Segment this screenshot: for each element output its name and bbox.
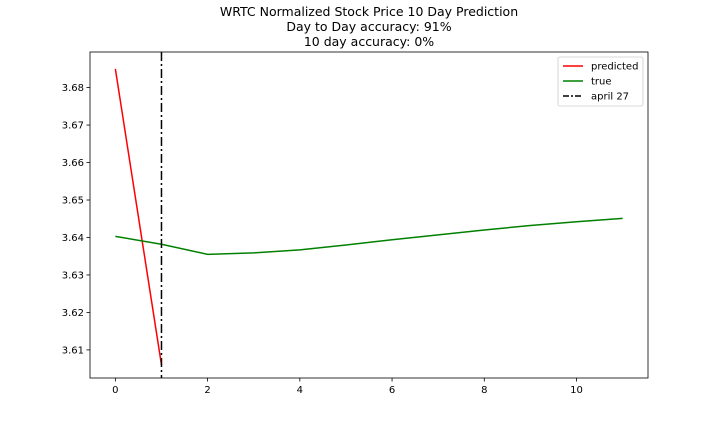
y-tick-label: 3.68 bbox=[62, 83, 84, 94]
y-tick-label: 3.66 bbox=[62, 158, 84, 169]
series-line-true bbox=[115, 217, 623, 256]
y-axis: 3.61 3.62 3.63 3.64 3.65 3.66 3.67 3.68 bbox=[62, 83, 90, 356]
legend-label-april-27: april 27 bbox=[591, 92, 629, 103]
plot-frame bbox=[89, 51, 649, 379]
y-tick-label: 3.61 bbox=[62, 345, 84, 356]
x-tick-label: 2 bbox=[204, 385, 210, 396]
x-tick-label: 4 bbox=[297, 385, 303, 396]
y-tick-label: 3.62 bbox=[62, 308, 84, 319]
chart-title-line-2: Day to Day accuracy: 91% bbox=[286, 19, 451, 34]
chart-title-line-1: WRTC Normalized Stock Price 10 Day Predi… bbox=[220, 4, 518, 19]
y-tick-label: 3.64 bbox=[62, 233, 84, 244]
legend: predicted true april 27 bbox=[557, 56, 644, 107]
chart-title-line-3: 10 day accuracy: 0% bbox=[304, 34, 434, 49]
plot-area bbox=[89, 51, 649, 379]
x-axis: 0 2 4 6 8 10 bbox=[112, 378, 583, 396]
x-tick-label: 0 bbox=[112, 385, 118, 396]
y-tick-label: 3.65 bbox=[62, 196, 84, 207]
chart-title: WRTC Normalized Stock Price 10 Day Predi… bbox=[220, 4, 518, 49]
x-tick-label: 8 bbox=[481, 385, 487, 396]
x-tick-label: 6 bbox=[389, 385, 395, 396]
legend-label-predicted: predicted bbox=[591, 62, 638, 73]
legend-box bbox=[557, 56, 644, 107]
y-tick-label: 3.63 bbox=[62, 270, 84, 281]
series-line-predicted bbox=[114, 68, 163, 366]
x-tick-label: 10 bbox=[570, 385, 583, 396]
y-tick-label: 3.67 bbox=[62, 121, 84, 132]
legend-label-true: true bbox=[591, 77, 612, 88]
